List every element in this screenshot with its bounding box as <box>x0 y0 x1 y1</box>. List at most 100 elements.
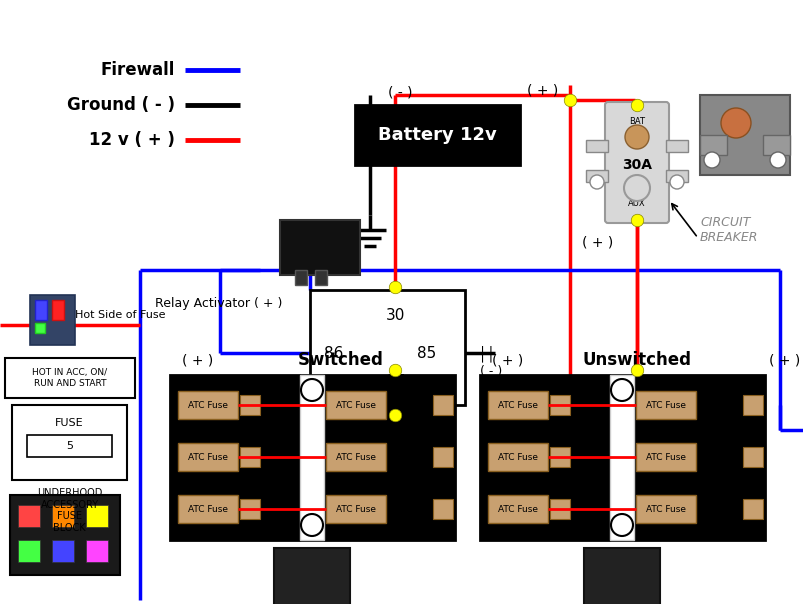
Text: ( + ): ( + ) <box>527 83 558 97</box>
Text: ( - ): ( - ) <box>387 85 412 99</box>
Bar <box>487 495 548 523</box>
Circle shape <box>610 379 632 401</box>
Bar <box>433 447 452 467</box>
Text: ATC Fuse: ATC Fuse <box>188 400 228 410</box>
FancyBboxPatch shape <box>604 102 668 223</box>
Text: Battery 12v: Battery 12v <box>377 126 496 144</box>
Circle shape <box>300 379 323 401</box>
Bar <box>315 270 327 285</box>
Bar <box>665 170 687 182</box>
Bar <box>10 495 120 575</box>
Bar <box>177 443 238 471</box>
Text: 30A: 30A <box>622 158 651 172</box>
Bar <box>635 443 695 471</box>
Bar <box>325 391 385 419</box>
Text: 85: 85 <box>416 345 435 361</box>
Text: ( - ): ( - ) <box>479 365 502 378</box>
Circle shape <box>589 175 603 189</box>
Bar <box>635 391 695 419</box>
Bar <box>169 375 454 540</box>
Text: ATC Fuse: ATC Fuse <box>645 400 685 410</box>
Circle shape <box>610 514 632 536</box>
Bar <box>52 300 64 320</box>
Text: ( + ): ( + ) <box>581 235 613 249</box>
Bar <box>177 495 238 523</box>
Text: 30: 30 <box>385 308 405 323</box>
Bar <box>240 447 259 467</box>
Text: AUX: AUX <box>627 199 645 208</box>
Text: Firewall: Firewall <box>100 61 175 79</box>
Bar <box>35 323 45 333</box>
Bar <box>699 135 726 155</box>
Bar <box>274 548 349 604</box>
Text: Unswitched: Unswitched <box>581 351 691 369</box>
Bar <box>12 405 127 480</box>
Circle shape <box>769 152 785 168</box>
Text: 87: 87 <box>385 374 405 390</box>
Bar <box>52 540 74 562</box>
Bar <box>433 499 452 519</box>
Text: Ground ( - ): Ground ( - ) <box>67 96 175 114</box>
Bar <box>585 140 607 152</box>
Bar <box>325 443 385 471</box>
Bar <box>479 375 764 540</box>
Text: Bosch Type Relay: Bosch Type Relay <box>327 416 447 430</box>
Bar <box>487 391 548 419</box>
Text: Relay Activator ( + ): Relay Activator ( + ) <box>155 297 282 309</box>
Text: Hot Side of Fuse: Hot Side of Fuse <box>75 310 165 320</box>
Circle shape <box>623 175 649 201</box>
Text: ( + ): ( + ) <box>768 353 800 367</box>
Text: ( + ): ( + ) <box>381 434 409 446</box>
Text: ( + ): ( + ) <box>182 353 214 367</box>
Text: 5: 5 <box>66 441 73 451</box>
Bar <box>27 435 112 457</box>
Text: FUSE: FUSE <box>55 418 84 428</box>
Bar <box>18 505 40 527</box>
Bar <box>5 358 135 398</box>
Text: ( + ): ( + ) <box>491 353 523 367</box>
Bar <box>635 495 695 523</box>
Bar <box>325 495 385 523</box>
Bar <box>240 499 259 519</box>
Text: 12 v ( + ): 12 v ( + ) <box>89 131 175 149</box>
Text: CIRCUIT
BREAKER: CIRCUIT BREAKER <box>699 216 757 244</box>
Circle shape <box>669 175 683 189</box>
Bar <box>762 135 789 155</box>
Text: ATC Fuse: ATC Fuse <box>645 504 685 513</box>
Text: ATC Fuse: ATC Fuse <box>188 504 228 513</box>
Bar <box>355 105 520 165</box>
Circle shape <box>624 125 648 149</box>
Bar <box>240 395 259 415</box>
Text: ATC Fuse: ATC Fuse <box>497 400 537 410</box>
Bar <box>665 140 687 152</box>
Text: Switched: Switched <box>298 351 384 369</box>
Circle shape <box>703 152 719 168</box>
Text: 86: 86 <box>323 345 343 361</box>
Bar <box>86 505 108 527</box>
Text: HOT IN ACC, ON/
RUN AND START: HOT IN ACC, ON/ RUN AND START <box>32 368 108 388</box>
Bar <box>585 170 607 182</box>
Bar <box>52 505 74 527</box>
Text: ATC Fuse: ATC Fuse <box>497 504 537 513</box>
Text: ATC Fuse: ATC Fuse <box>188 452 228 461</box>
Bar <box>699 95 789 175</box>
Text: ATC Fuse: ATC Fuse <box>336 400 376 410</box>
Bar <box>742 395 762 415</box>
Bar <box>310 290 464 405</box>
Bar <box>30 295 75 345</box>
Bar <box>300 375 324 540</box>
Bar <box>177 391 238 419</box>
Text: ATC Fuse: ATC Fuse <box>336 452 376 461</box>
Text: ATC Fuse: ATC Fuse <box>497 452 537 461</box>
Circle shape <box>720 108 750 138</box>
Bar <box>86 540 108 562</box>
Bar <box>549 395 569 415</box>
Text: ATC Fuse: ATC Fuse <box>336 504 376 513</box>
Bar <box>609 375 634 540</box>
Bar <box>35 300 47 320</box>
Text: ATC Fuse: ATC Fuse <box>645 452 685 461</box>
Text: UNDERHOOD
ACCESSORY
FUSE
BLOCK: UNDERHOOD ACCESSORY FUSE BLOCK <box>37 488 102 533</box>
Bar <box>742 447 762 467</box>
Circle shape <box>300 514 323 536</box>
Bar <box>487 443 548 471</box>
